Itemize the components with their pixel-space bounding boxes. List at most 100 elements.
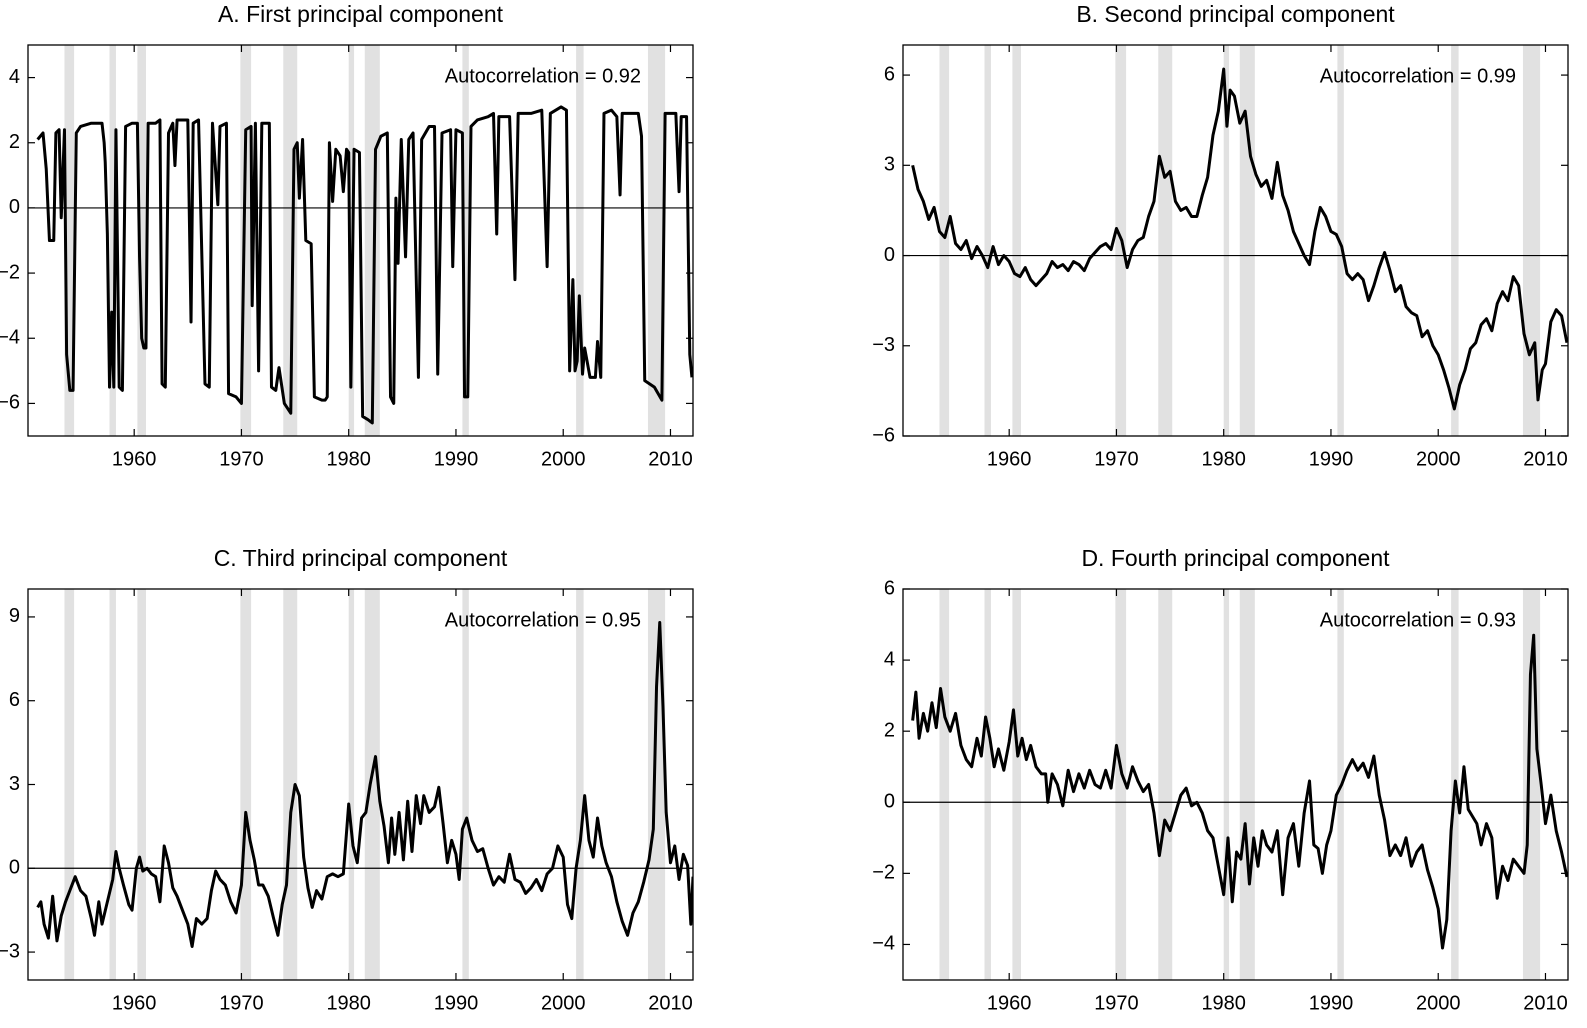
x-tick-label: 2010 — [1523, 448, 1568, 470]
y-tick-label: 6 — [884, 577, 895, 599]
y-tick-label: −6 — [0, 392, 20, 414]
recession-band — [283, 45, 298, 436]
y-tick-label: 0 — [9, 857, 20, 879]
recession-band — [137, 589, 146, 980]
recession-band — [1158, 589, 1173, 980]
x-tick-label: 2000 — [541, 992, 586, 1014]
y-tick-label: −4 — [872, 933, 895, 955]
y-tick-label: 3 — [9, 773, 20, 795]
recession-band — [1012, 589, 1021, 980]
axes-frame — [27, 588, 694, 981]
x-tick-label: 1990 — [1309, 448, 1354, 470]
panel: −6 −3 0 3 6 1960 1970 1980 1990 2000 2010 B. Second… — [872, 1, 1569, 470]
y-tick-label: 4 — [9, 66, 20, 88]
x-tick-label: 1980 — [1201, 448, 1246, 470]
x-tick-label: 2000 — [541, 448, 586, 470]
y-tick-label: 0 — [884, 244, 895, 266]
recession-band — [939, 45, 950, 436]
panel: −3 0 3 6 9 1960 1970 1980 1990 2000 2010 C. Third p… — [0, 545, 694, 1014]
plot-area — [903, 45, 1568, 436]
recession-band — [576, 45, 584, 436]
recession-band — [1239, 589, 1255, 980]
annotation: Autocorrelation = 0.99 — [1320, 65, 1516, 87]
y-tick-label: 0 — [9, 196, 20, 218]
recession-band — [1012, 45, 1021, 436]
recession-band — [1239, 45, 1255, 436]
recession-band — [462, 589, 469, 980]
x-tick-label: 1980 — [1201, 992, 1246, 1014]
data-line — [36, 105, 693, 425]
y-tick-label: −2 — [872, 862, 895, 884]
recession-band — [1451, 45, 1459, 436]
x-tick-label: 2010 — [648, 992, 693, 1014]
y-tick-label: −4 — [0, 327, 20, 349]
y-tick-label: 2 — [9, 131, 20, 153]
recession-band — [364, 45, 380, 436]
y-tick-label: 6 — [9, 689, 20, 711]
x-tick-label: 1990 — [1309, 992, 1354, 1014]
x-tick-label: 2010 — [648, 448, 693, 470]
recession-band — [939, 589, 950, 980]
axes-frame — [902, 44, 1569, 437]
x-tick-label: 2000 — [1416, 992, 1461, 1014]
y-tick-label: −2 — [0, 261, 20, 283]
x-tick-label: 1960 — [112, 448, 157, 470]
x-tick-label: 1960 — [112, 992, 157, 1014]
y-tick-label: −3 — [0, 940, 20, 962]
y-tick-label: 4 — [884, 648, 895, 670]
recession-band — [109, 45, 116, 436]
data-line — [911, 633, 1568, 950]
y-tick-label: 2 — [884, 719, 895, 741]
recession-band — [647, 589, 666, 980]
recession-band — [984, 45, 991, 436]
y-tick-label: 0 — [884, 791, 895, 813]
panel-title: C. Third principal component — [214, 545, 508, 571]
data-line — [911, 67, 1568, 411]
recession-band — [240, 45, 252, 436]
x-tick-label: 1980 — [326, 448, 371, 470]
recession-band — [647, 45, 666, 436]
recession-band — [984, 589, 991, 980]
x-tick-label: 1990 — [434, 448, 479, 470]
x-tick-label: 1970 — [219, 448, 264, 470]
x-tick-label: 1980 — [326, 992, 371, 1014]
recession-band — [1522, 45, 1541, 436]
annotation: Autocorrelation = 0.93 — [1320, 609, 1516, 631]
plot-area — [903, 589, 1568, 980]
x-tick-label: 1990 — [434, 992, 479, 1014]
panel: −6 −4 −2 0 2 4 1960 1970 1980 1990 2000 2010 A. Firs… — [0, 1, 694, 470]
recession-band — [240, 589, 252, 980]
x-tick-label: 1960 — [987, 992, 1032, 1014]
recession-band — [462, 45, 469, 436]
recession-band — [576, 589, 584, 980]
y-tick-label: 3 — [884, 154, 895, 176]
y-tick-label: −6 — [872, 424, 895, 446]
y-tick-label: 9 — [9, 605, 20, 627]
recession-band — [137, 45, 146, 436]
panel-title: A. First principal component — [218, 1, 504, 27]
recession-band — [364, 589, 380, 980]
plot-area — [28, 589, 693, 980]
x-tick-label: 2000 — [1416, 448, 1461, 470]
y-tick-label: −3 — [872, 334, 895, 356]
recession-band — [64, 45, 75, 436]
recession-band — [1223, 45, 1230, 436]
recession-band — [1158, 45, 1173, 436]
y-tick-label: 6 — [884, 63, 895, 85]
recession-band — [109, 589, 116, 980]
axes-frame — [27, 44, 694, 437]
annotation: Autocorrelation = 0.95 — [445, 609, 641, 631]
recession-band — [1223, 589, 1230, 980]
axes-frame — [902, 588, 1569, 981]
data-line — [36, 621, 693, 948]
recession-band — [348, 589, 355, 980]
annotation: Autocorrelation = 0.92 — [445, 65, 641, 87]
plot-area — [28, 45, 693, 436]
panel-title: B. Second principal component — [1076, 1, 1395, 27]
x-tick-label: 1960 — [987, 448, 1032, 470]
x-tick-label: 2010 — [1523, 992, 1568, 1014]
panel: −4 −2 0 2 4 6 1960 1970 1980 1990 2000 2010 D. Fourt… — [872, 545, 1569, 1014]
recession-band — [64, 589, 75, 980]
